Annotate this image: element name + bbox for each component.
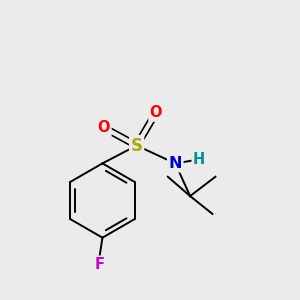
Text: O: O: [98, 120, 110, 135]
Text: F: F: [94, 257, 104, 272]
Text: N: N: [169, 156, 182, 171]
Text: S: S: [130, 136, 142, 154]
Text: H: H: [193, 152, 205, 167]
Text: O: O: [150, 105, 162, 120]
